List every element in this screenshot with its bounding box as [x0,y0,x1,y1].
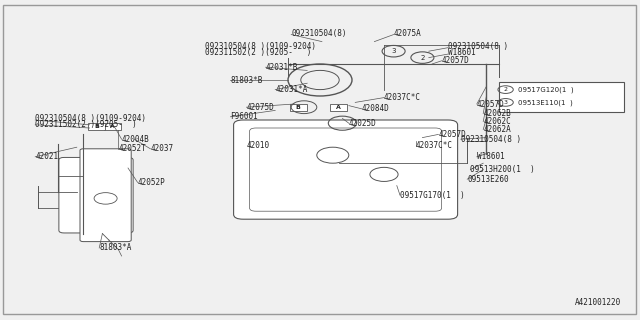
Text: 42084D: 42084D [362,104,389,113]
Text: 81803*A: 81803*A [99,244,132,252]
Text: 09513H200(1  ): 09513H200(1 ) [470,165,535,174]
Text: 42075A: 42075A [394,29,421,38]
FancyBboxPatch shape [234,120,458,219]
Text: 42010: 42010 [246,141,269,150]
Text: 42052T: 42052T [118,144,146,153]
FancyBboxPatch shape [104,123,121,130]
Text: B: B [94,124,99,129]
Text: 42062B: 42062B [483,109,511,118]
Text: 3: 3 [391,48,396,54]
Text: 09513E260: 09513E260 [467,175,509,184]
Text: W18601: W18601 [448,48,476,57]
Text: 2: 2 [504,87,508,92]
Text: 42062C: 42062C [483,117,511,126]
Text: A: A [110,124,115,129]
Text: 092310504(8): 092310504(8) [291,29,347,38]
Text: 42057D: 42057D [442,56,469,65]
Text: 092310504(8 )(9109-9204): 092310504(8 )(9109-9204) [35,114,146,123]
Text: 42075D: 42075D [246,103,274,112]
FancyBboxPatch shape [80,149,131,242]
Text: 81803*B: 81803*B [230,76,263,84]
Text: W18601: W18601 [477,152,504,161]
FancyBboxPatch shape [290,104,307,111]
FancyBboxPatch shape [499,82,624,112]
Text: 42057D: 42057D [477,100,504,108]
FancyBboxPatch shape [330,104,347,111]
Text: 09517G170(1  ): 09517G170(1 ) [400,191,465,200]
FancyBboxPatch shape [88,123,105,130]
Text: 42052P: 42052P [138,178,165,187]
Text: 3: 3 [504,100,508,105]
Text: 092310504(8 )(9109-9204): 092310504(8 )(9109-9204) [205,42,316,51]
Text: 2: 2 [420,55,424,60]
Text: 42004B: 42004B [122,135,149,144]
Text: 42037: 42037 [150,144,173,153]
FancyBboxPatch shape [59,157,133,233]
Text: 42057D: 42057D [438,130,466,139]
FancyBboxPatch shape [250,128,442,211]
Text: 42031*A: 42031*A [275,85,308,94]
Text: 092311502(2 )(9205-   ): 092311502(2 )(9205- ) [205,48,311,57]
Text: B: B [296,105,301,110]
Text: 092310504(8 ): 092310504(8 ) [461,135,521,144]
Text: A421001220: A421001220 [575,298,621,307]
Text: 42062A: 42062A [483,125,511,134]
Text: 42037C*C: 42037C*C [416,141,453,150]
Text: 42031*B: 42031*B [266,63,298,72]
Text: 42025D: 42025D [349,119,376,128]
Text: A: A [336,105,341,110]
Text: 092311502(2 )(9205-  ): 092311502(2 )(9205- ) [35,120,137,129]
Text: F96001: F96001 [230,112,258,121]
Text: 42021: 42021 [35,152,58,161]
Text: 42037C*C: 42037C*C [384,93,421,102]
Text: 09517G120(1  ): 09517G120(1 ) [518,86,574,93]
Text: 09513E110(1  ): 09513E110(1 ) [518,99,573,106]
Text: 092310504(8 ): 092310504(8 ) [448,42,508,51]
